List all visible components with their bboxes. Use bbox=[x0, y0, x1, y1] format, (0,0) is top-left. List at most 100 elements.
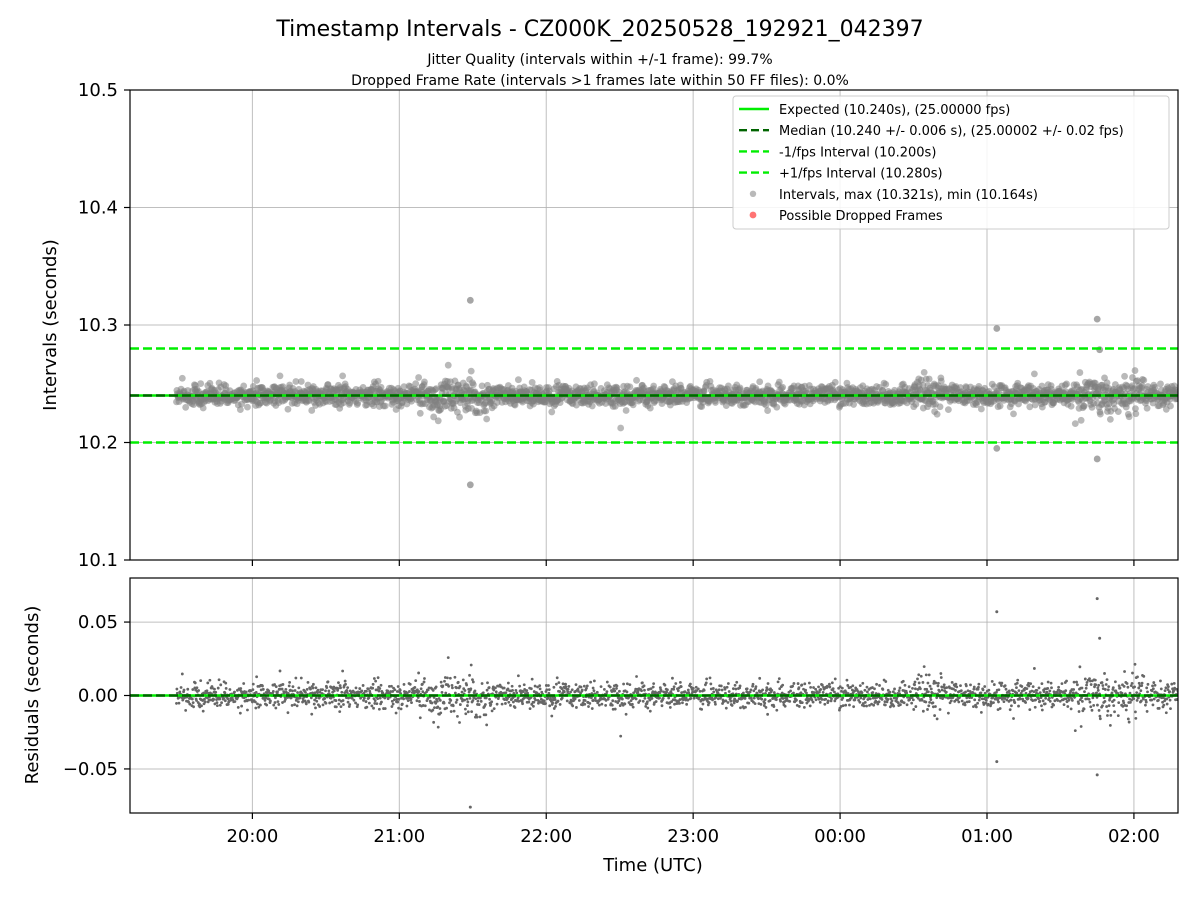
interval-point bbox=[354, 399, 362, 407]
residual-point bbox=[313, 698, 317, 702]
legend-label: Intervals, max (10.321s), min (10.164s) bbox=[779, 188, 1038, 203]
residual-point bbox=[925, 687, 929, 691]
residual-point bbox=[240, 704, 244, 708]
residual-point bbox=[1152, 681, 1156, 684]
interval-point bbox=[292, 378, 300, 385]
residual-point bbox=[187, 700, 190, 704]
residual-point bbox=[377, 707, 381, 711]
interval-outlier-point bbox=[466, 481, 474, 489]
residual-point bbox=[956, 698, 959, 702]
chart-title: Timestamp Intervals - CZ000K_20250528_19… bbox=[275, 17, 923, 42]
residual-point bbox=[944, 690, 948, 694]
residual-point bbox=[445, 706, 448, 710]
interval-point bbox=[1140, 376, 1148, 384]
residual-point bbox=[1064, 689, 1068, 693]
residual-point bbox=[453, 675, 457, 679]
residual-point bbox=[1172, 682, 1176, 685]
residual-point bbox=[532, 704, 535, 708]
residual-point bbox=[323, 697, 327, 700]
residual-point bbox=[1166, 685, 1170, 688]
residual-point bbox=[861, 702, 865, 705]
residual-point bbox=[1046, 687, 1050, 690]
residual-point bbox=[878, 684, 881, 687]
residual-point bbox=[263, 698, 267, 702]
residual-point bbox=[1073, 729, 1077, 733]
residual-point bbox=[1003, 684, 1007, 688]
residual-point bbox=[1009, 698, 1013, 702]
residual-point bbox=[631, 705, 635, 709]
residual-point bbox=[306, 680, 310, 684]
residual-point bbox=[959, 689, 963, 693]
legend-marker bbox=[749, 211, 757, 219]
residual-point bbox=[667, 696, 671, 700]
interval-point bbox=[1077, 416, 1085, 424]
residual-point bbox=[544, 684, 548, 687]
interval-point bbox=[1103, 379, 1111, 387]
residual-point bbox=[494, 686, 497, 690]
residual-point bbox=[427, 686, 431, 690]
x-axis-label: Time (UTC) bbox=[602, 855, 703, 876]
residual-point bbox=[547, 684, 550, 687]
residual-point bbox=[1106, 714, 1109, 717]
residual-point bbox=[478, 715, 482, 719]
residual-point bbox=[908, 690, 912, 694]
residual-point bbox=[307, 700, 311, 704]
residual-point bbox=[748, 690, 752, 694]
residual-point bbox=[716, 697, 720, 701]
residual-point bbox=[1066, 705, 1070, 708]
residual-point bbox=[1040, 682, 1044, 686]
residual-point bbox=[870, 702, 873, 706]
residual-point bbox=[977, 682, 981, 686]
residual-point bbox=[1024, 691, 1028, 695]
residual-point bbox=[1140, 681, 1144, 685]
residual-point bbox=[929, 698, 933, 702]
residual-point bbox=[705, 677, 709, 681]
residual-point bbox=[666, 688, 669, 692]
residual-point bbox=[797, 705, 801, 708]
residual-point bbox=[547, 688, 551, 692]
residual-point bbox=[484, 696, 488, 700]
residual-point bbox=[898, 686, 902, 690]
residual-point bbox=[1133, 662, 1137, 666]
residual-point bbox=[1040, 708, 1044, 712]
residual-point bbox=[314, 696, 318, 700]
residual-point bbox=[1052, 690, 1056, 694]
interval-point bbox=[919, 381, 927, 389]
residual-point bbox=[278, 669, 282, 673]
interval-point bbox=[415, 374, 423, 381]
residual-point bbox=[393, 688, 397, 692]
residual-point bbox=[788, 699, 792, 703]
residual-point bbox=[547, 691, 551, 695]
residual-point bbox=[1017, 689, 1021, 693]
residual-point bbox=[309, 687, 312, 691]
residual-point bbox=[729, 699, 733, 703]
residual-point bbox=[1072, 680, 1076, 684]
residual-point bbox=[724, 691, 727, 695]
residual-point bbox=[506, 681, 510, 685]
residual-point bbox=[776, 680, 780, 684]
residual-point bbox=[217, 678, 221, 682]
residual-point bbox=[849, 685, 853, 689]
residual-point bbox=[405, 704, 409, 708]
residual-point bbox=[395, 697, 399, 701]
residual-point bbox=[408, 682, 412, 686]
residual-point bbox=[594, 699, 598, 703]
residual-point bbox=[1116, 691, 1120, 695]
residual-point bbox=[926, 690, 930, 694]
residual-point bbox=[405, 691, 409, 695]
residual-point bbox=[828, 682, 831, 686]
residual-point bbox=[591, 686, 595, 690]
residual-point bbox=[989, 704, 992, 708]
residual-point bbox=[257, 705, 261, 709]
residual-point bbox=[1078, 665, 1082, 669]
residual-point bbox=[284, 697, 287, 701]
residual-point bbox=[805, 691, 808, 695]
residual-point bbox=[296, 691, 299, 694]
residual-point bbox=[1123, 670, 1126, 673]
residual-point bbox=[659, 689, 663, 693]
residual-point bbox=[484, 713, 488, 717]
residual-point bbox=[1032, 667, 1036, 670]
residual-point bbox=[1015, 691, 1019, 695]
residual-point bbox=[371, 682, 375, 686]
